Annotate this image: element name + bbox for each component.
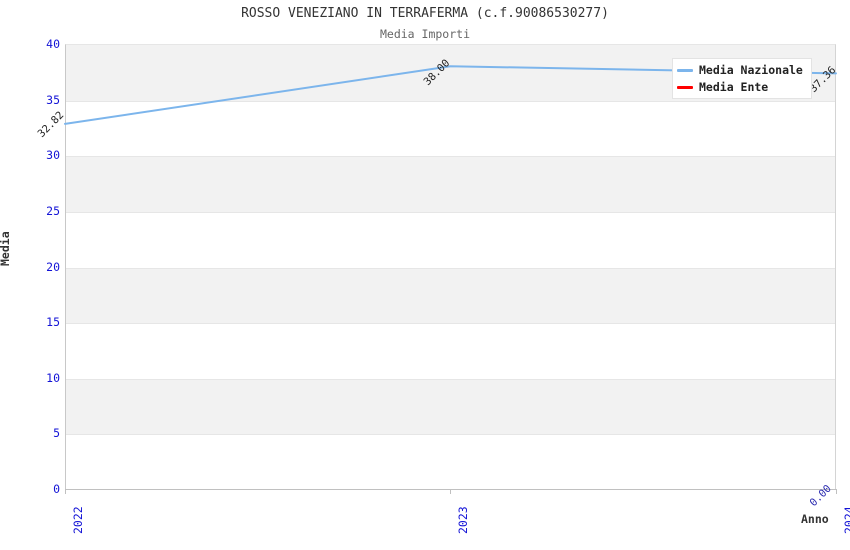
y-tick-40: 40 [46,37,60,51]
legend-item-media-ente[interactable]: Media Ente [677,80,803,94]
gridline-25 [66,211,835,213]
gridline-30 [66,156,835,158]
legend-item-media-nazionale[interactable]: Media Nazionale [677,63,803,77]
plot-area [65,44,836,489]
legend-swatch-icon [677,68,693,72]
legend-label-media-ente: Media Ente [699,80,769,94]
gridline-10 [66,378,835,380]
plot-band-25-30 [66,156,835,212]
gridline-20 [66,267,835,269]
y-tick-25: 25 [46,203,60,218]
y-tick-30: 30 [46,148,60,163]
plot-band-15-20 [66,267,835,324]
y-tick-20: 20 [46,259,60,274]
y-tick-10: 10 [46,370,60,385]
chart-title: ROSSO VENEZIANO IN TERRAFERMA (c.f.90086… [241,6,609,21]
x-axis-title: Anno [801,512,829,526]
x-tickmark-2024 [836,489,837,494]
plot-band-5-10 [66,378,835,435]
y-tick-15: 15 [46,315,60,330]
x-tickmark-2023 [450,489,451,494]
chart-subtitle: Media Importi [379,27,470,41]
gridline-15 [66,323,835,325]
y-axis-ticks: 40 35 30 25 20 15 10 5 0 [0,0,60,550]
x-axis-line [65,489,837,490]
y-tick-0: 0 [53,482,60,496]
legend-label-media-nazionale: Media Nazionale [699,63,803,77]
legend-swatch-icon [677,85,693,89]
y-tick-5: 5 [53,426,60,441]
x-tickmark-2022 [65,489,66,494]
chart-legend: Media Nazionale Media Ente [672,58,812,99]
gridline-35 [66,100,835,102]
y-tick-35: 35 [46,92,60,107]
gridline-5 [66,434,835,436]
